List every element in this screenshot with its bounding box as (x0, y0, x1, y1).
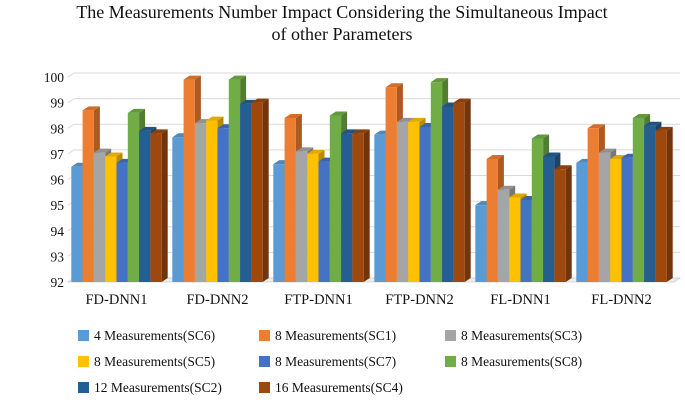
x-category-label: FTP-DNN1 (284, 292, 352, 308)
legend-item: 8 Measurements(SC1) (259, 328, 396, 343)
gridline-depth (67, 98, 75, 104)
y-tick-label: 96 (51, 173, 65, 188)
legend-swatch (445, 330, 456, 341)
bar-group-ftp-dnn2 (374, 78, 471, 282)
bar-group-fd-dnn1 (71, 106, 168, 282)
x-category-label: FD-DNN1 (85, 292, 147, 308)
bar (554, 165, 572, 282)
legend-label: 8 Measurements(SC3) (461, 328, 582, 343)
chart-title-line-2: of other Parameters (272, 24, 413, 44)
x-category-label: FL-DNN2 (591, 292, 651, 308)
y-tick-label: 100 (44, 70, 65, 85)
legend-swatch (78, 330, 89, 341)
x-category-label: FTP-DNN2 (385, 292, 453, 308)
legend-label: 12 Measurements(SC2) (94, 380, 222, 395)
y-axis-ticks: 92 93 94 95 96 97 98 99 100 (44, 70, 65, 290)
legend-swatch (78, 356, 89, 367)
bar (352, 129, 370, 282)
legend-label: 8 Measurements(SC8) (461, 354, 582, 369)
bars (71, 75, 673, 282)
bar (453, 98, 471, 282)
bar-group-fd-dnn2 (172, 75, 269, 282)
legend-label: 4 Measurements(SC6) (94, 328, 215, 343)
legend-swatch (78, 382, 89, 393)
legend-item: 12 Measurements(SC2) (78, 380, 222, 395)
legend-item: 4 Measurements(SC6) (78, 328, 215, 343)
y-tick-label: 94 (51, 224, 65, 239)
legend-label: 16 Measurements(SC4) (275, 380, 403, 395)
y-tick-label: 92 (51, 275, 65, 290)
legend: 4 Measurements(SC6) 8 Measurements(SC1) 8 … (78, 328, 582, 395)
x-axis-categories: FD-DNN1 FD-DNN2 FTP-DNN1 FTP-DNN2 FL-DNN1 FL-… (85, 292, 651, 308)
legend-item: 8 Measurements(SC8) (445, 354, 582, 369)
y-tick-label: 98 (51, 121, 65, 136)
legend-swatch (259, 330, 270, 341)
legend-label: 8 Measurements(SC5) (94, 354, 215, 369)
bar-group-ftp-dnn1 (273, 111, 370, 282)
x-category-label: FD-DNN2 (186, 292, 248, 308)
chart-title: The Measurements Number Impact Consideri… (76, 2, 607, 44)
y-tick-label: 99 (51, 96, 65, 111)
gridline-depth (67, 149, 75, 155)
legend-label: 8 Measurements(SC7) (275, 354, 396, 369)
gridline-depth (67, 72, 75, 78)
bar-group-fl-dnn2 (576, 114, 673, 282)
bar (251, 98, 269, 282)
y-tick-label: 97 (51, 147, 65, 162)
legend-swatch (445, 356, 456, 367)
legend-label: 8 Measurements(SC1) (275, 328, 396, 343)
chart-title-line-1: The Measurements Number Impact Consideri… (76, 2, 607, 22)
gridline-depth (67, 123, 75, 129)
legend-swatch (259, 356, 270, 367)
legend-swatch (259, 382, 270, 393)
legend-item: 8 Measurements(SC7) (259, 354, 396, 369)
bar (150, 129, 168, 282)
legend-item: 8 Measurements(SC5) (78, 354, 215, 369)
bar-group-fl-dnn1 (475, 134, 572, 282)
legend-item: 16 Measurements(SC4) (259, 380, 403, 395)
x-category-label: FL-DNN1 (490, 292, 550, 308)
legend-item: 8 Measurements(SC3) (445, 328, 582, 343)
y-tick-label: 95 (51, 198, 65, 213)
bar (655, 126, 673, 282)
y-tick-label: 93 (51, 249, 65, 264)
